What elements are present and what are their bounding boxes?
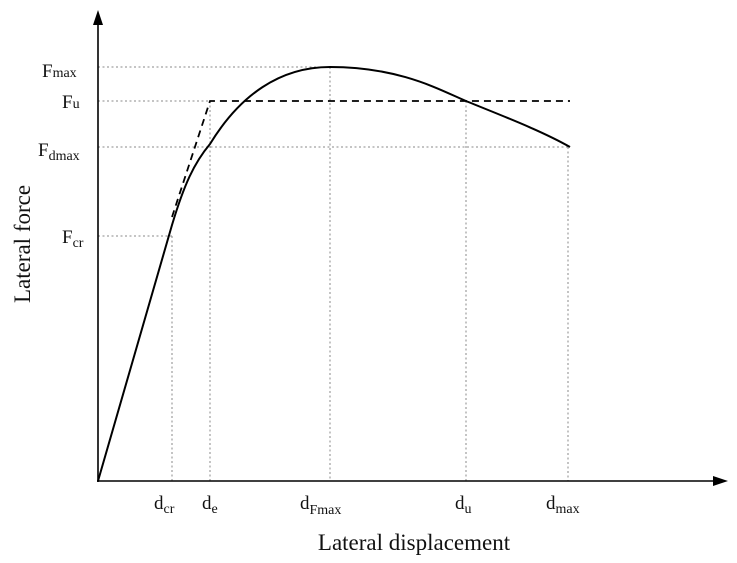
label-fcr: Fcr bbox=[62, 227, 84, 251]
label-fmax: Fmax bbox=[42, 61, 77, 82]
idealized-bilinear-curve bbox=[171, 100, 570, 218]
y-axis-title: Lateral force bbox=[10, 185, 35, 303]
label-dfmax: dFmax bbox=[300, 493, 341, 518]
y-marker-labels: Fmax Fu Fdmax Fcr bbox=[38, 61, 84, 251]
label-du: du bbox=[455, 493, 472, 517]
label-fdmax: Fdmax bbox=[38, 140, 80, 164]
label-de: de bbox=[202, 493, 218, 517]
guide-lines bbox=[98, 66, 569, 481]
label-fu: Fu bbox=[62, 92, 80, 113]
label-dmax: dmax bbox=[546, 493, 580, 517]
x-axis-arrowhead bbox=[713, 476, 728, 486]
label-dcr: dcr bbox=[154, 493, 175, 517]
x-axis-title: Lateral displacement bbox=[318, 530, 511, 555]
x-marker-labels: dcr de dFmax du dmax bbox=[154, 493, 580, 518]
axes bbox=[93, 10, 728, 486]
skeleton-curve bbox=[97, 65, 571, 482]
y-axis-arrowhead bbox=[93, 10, 103, 25]
